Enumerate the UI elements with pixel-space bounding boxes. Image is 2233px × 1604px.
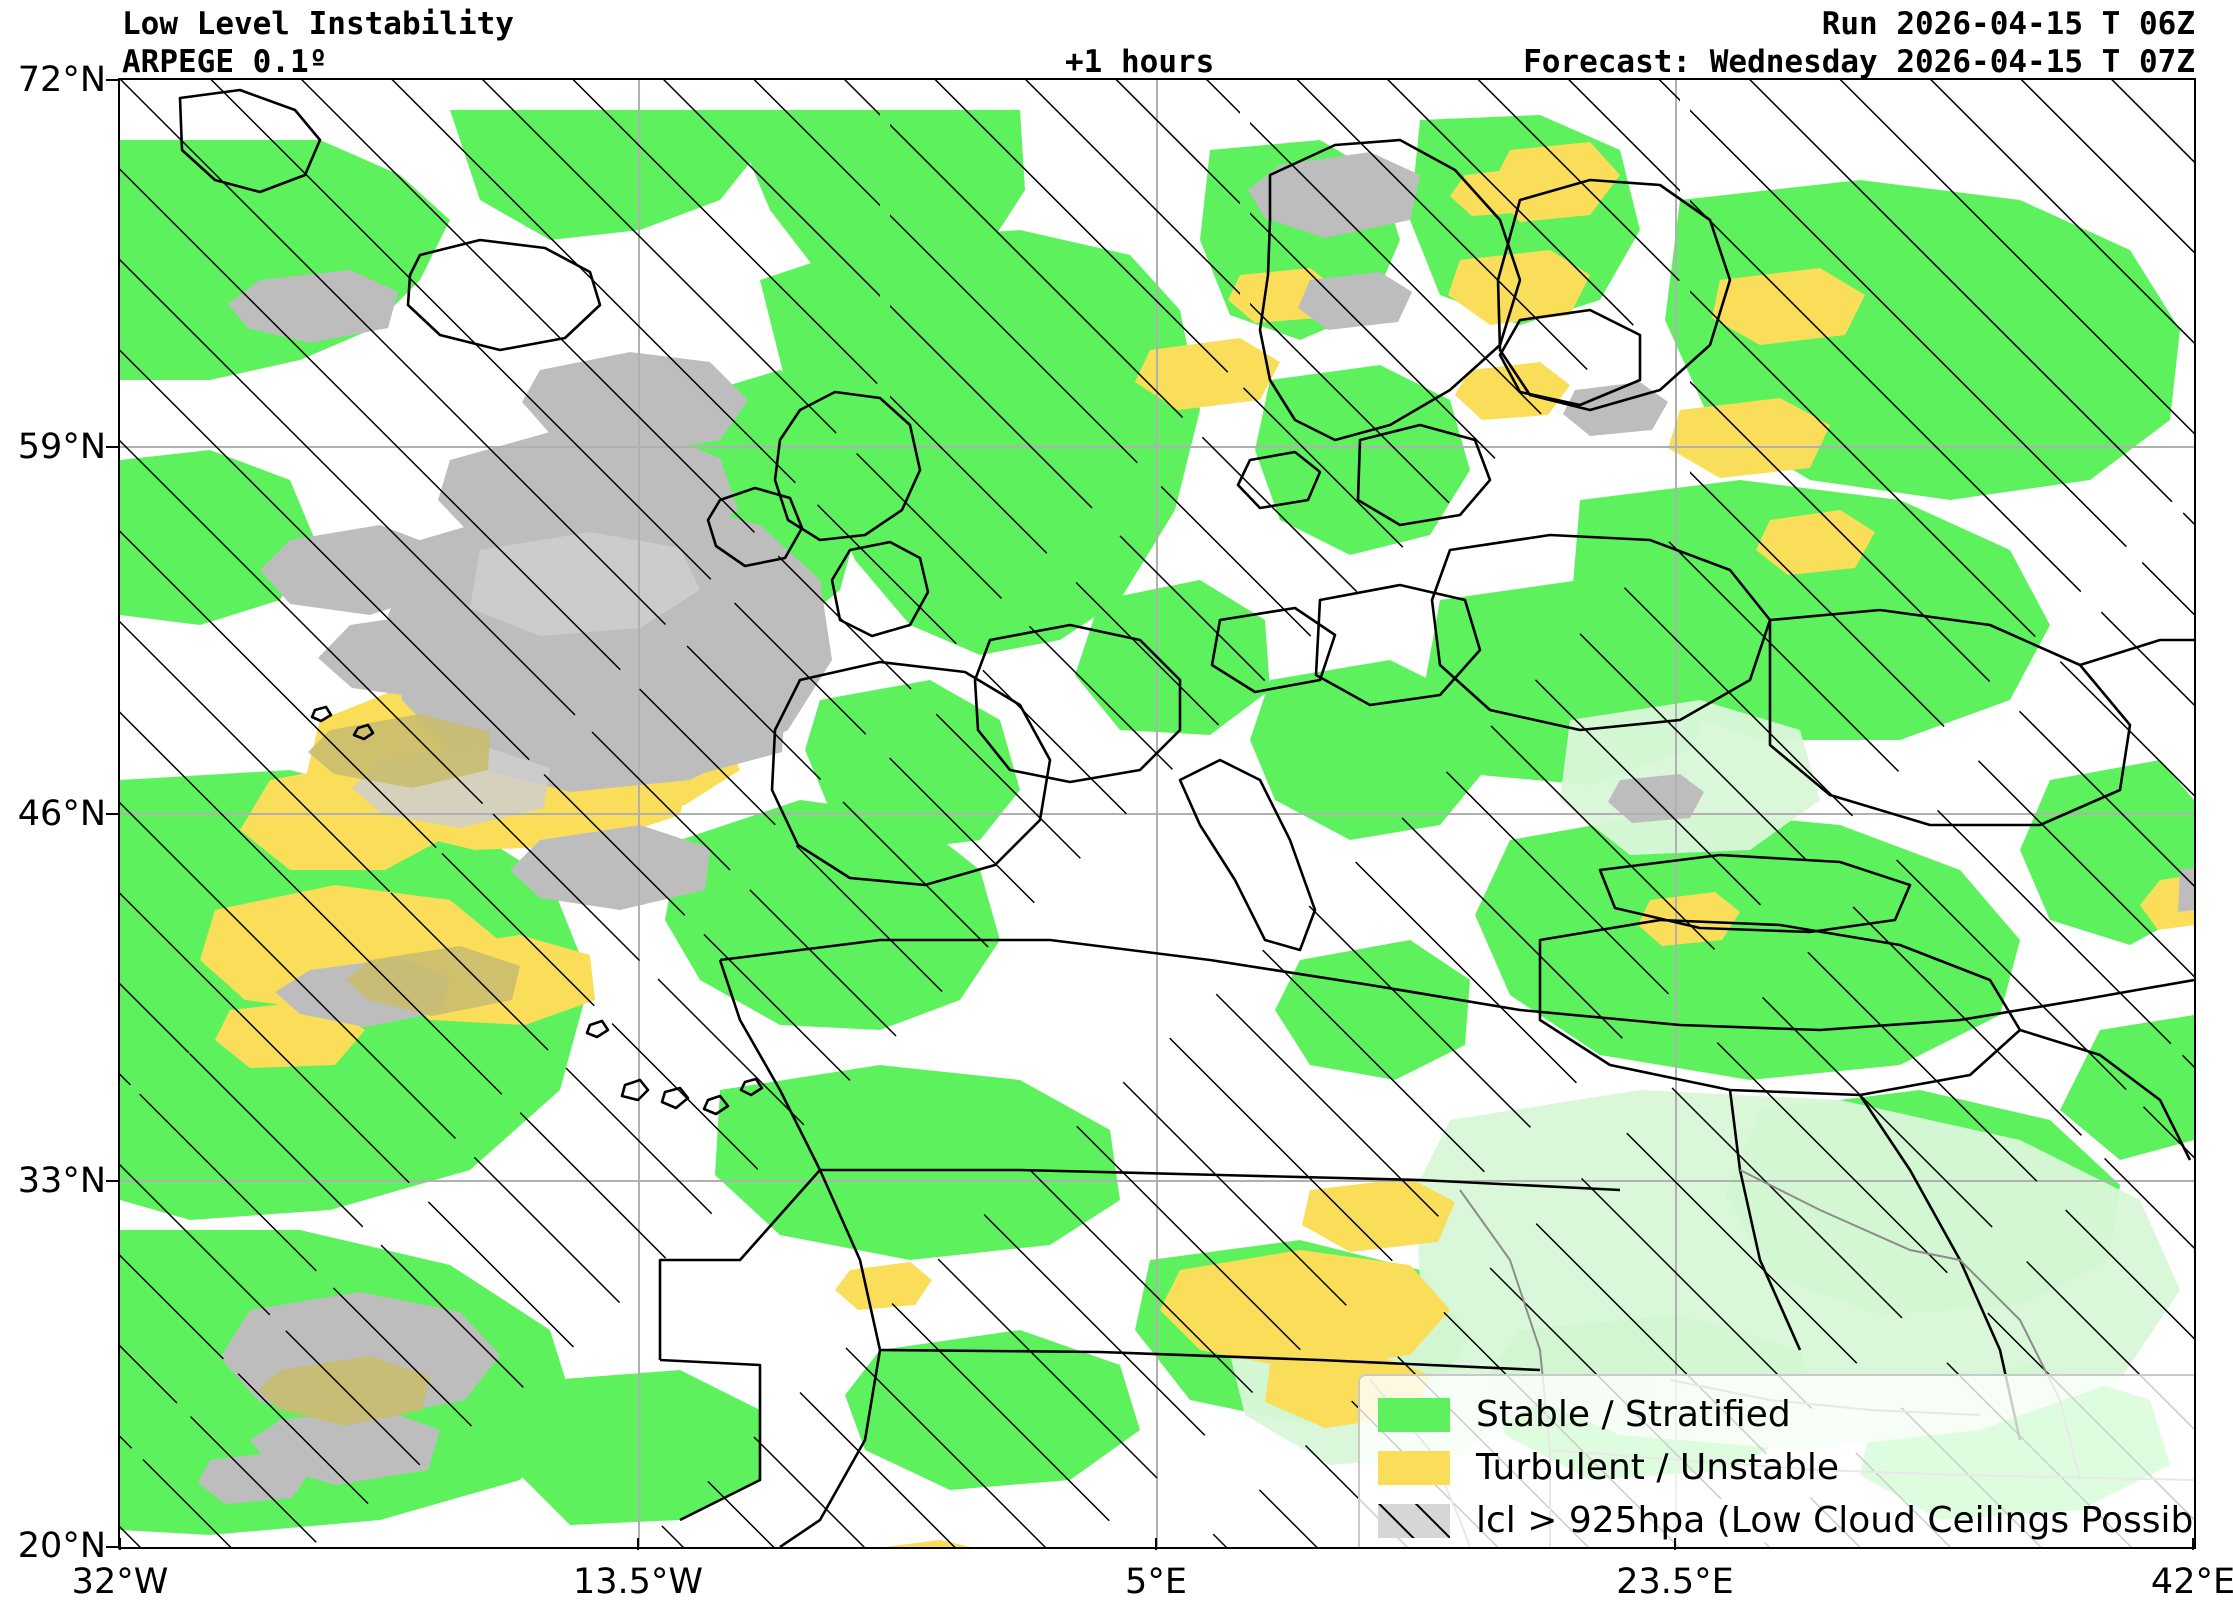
y-tick xyxy=(106,79,118,81)
y-tick-label: 59°N xyxy=(17,427,106,467)
field-lcl-hatch-overlay xyxy=(120,80,2194,1547)
map-canvas xyxy=(120,80,2194,1547)
x-tick xyxy=(2192,1538,2194,1550)
x-tick-label: 42°E xyxy=(2150,1562,2233,1602)
header: Low Level Instability ARPEGE 0.1º +1 hou… xyxy=(0,0,2233,80)
legend-label-turbulent: Turbulent / Unstable xyxy=(1476,1447,1840,1488)
map-legend: Stable / Stratified Turbulent / Unstable… xyxy=(1358,1374,2196,1547)
legend-label-stable: Stable / Stratified xyxy=(1476,1394,1791,1435)
legend-swatch-stable xyxy=(1378,1398,1450,1432)
run-time-label: Run 2026-04-15 T 06Z xyxy=(1821,6,2195,42)
x-tick xyxy=(1155,1538,1157,1550)
legend-item: Turbulent / Unstable xyxy=(1378,1443,2194,1493)
x-tick-label: 32°W xyxy=(71,1562,169,1602)
y-tick-label: 33°N xyxy=(17,1161,106,1201)
legend-swatch-lcl-hatch xyxy=(1378,1504,1450,1538)
map-coastlines xyxy=(178,88,2194,1547)
x-tick-label: 5°E xyxy=(1125,1562,1187,1602)
x-tick xyxy=(1674,1538,1676,1550)
y-tick-label: 20°N xyxy=(17,1526,106,1566)
y-tick-label: 72°N xyxy=(17,60,106,100)
map-plot-area[interactable]: Stable / Stratified Turbulent / Unstable… xyxy=(118,78,2196,1549)
legend-item: Stable / Stratified xyxy=(1378,1390,2194,1440)
x-tick-label: 13.5°W xyxy=(572,1562,704,1602)
hatch-icon xyxy=(1378,1504,1450,1538)
x-tick xyxy=(119,1538,121,1550)
y-tick xyxy=(106,1546,118,1548)
y-tick xyxy=(106,813,118,815)
legend-label-lcl: lcl > 925hpa (Low Cloud Ceilings Possibl… xyxy=(1476,1500,2196,1541)
legend-item: lcl > 925hpa (Low Cloud Ceilings Possibl… xyxy=(1378,1496,2196,1546)
model-label: ARPEGE 0.1º xyxy=(122,44,328,80)
y-tick-label: 46°N xyxy=(17,794,106,834)
forecast-time-label: Forecast: Wednesday 2026-04-15 T 07Z xyxy=(1523,44,2195,80)
y-tick xyxy=(106,1180,118,1182)
lead-time-label: +1 hours xyxy=(1065,44,1215,80)
x-tick-label: 23.5°E xyxy=(1616,1562,1734,1602)
y-tick xyxy=(106,446,118,448)
legend-swatch-turbulent xyxy=(1378,1451,1450,1485)
page-title: Low Level Instability xyxy=(122,6,514,42)
x-tick xyxy=(637,1538,639,1550)
